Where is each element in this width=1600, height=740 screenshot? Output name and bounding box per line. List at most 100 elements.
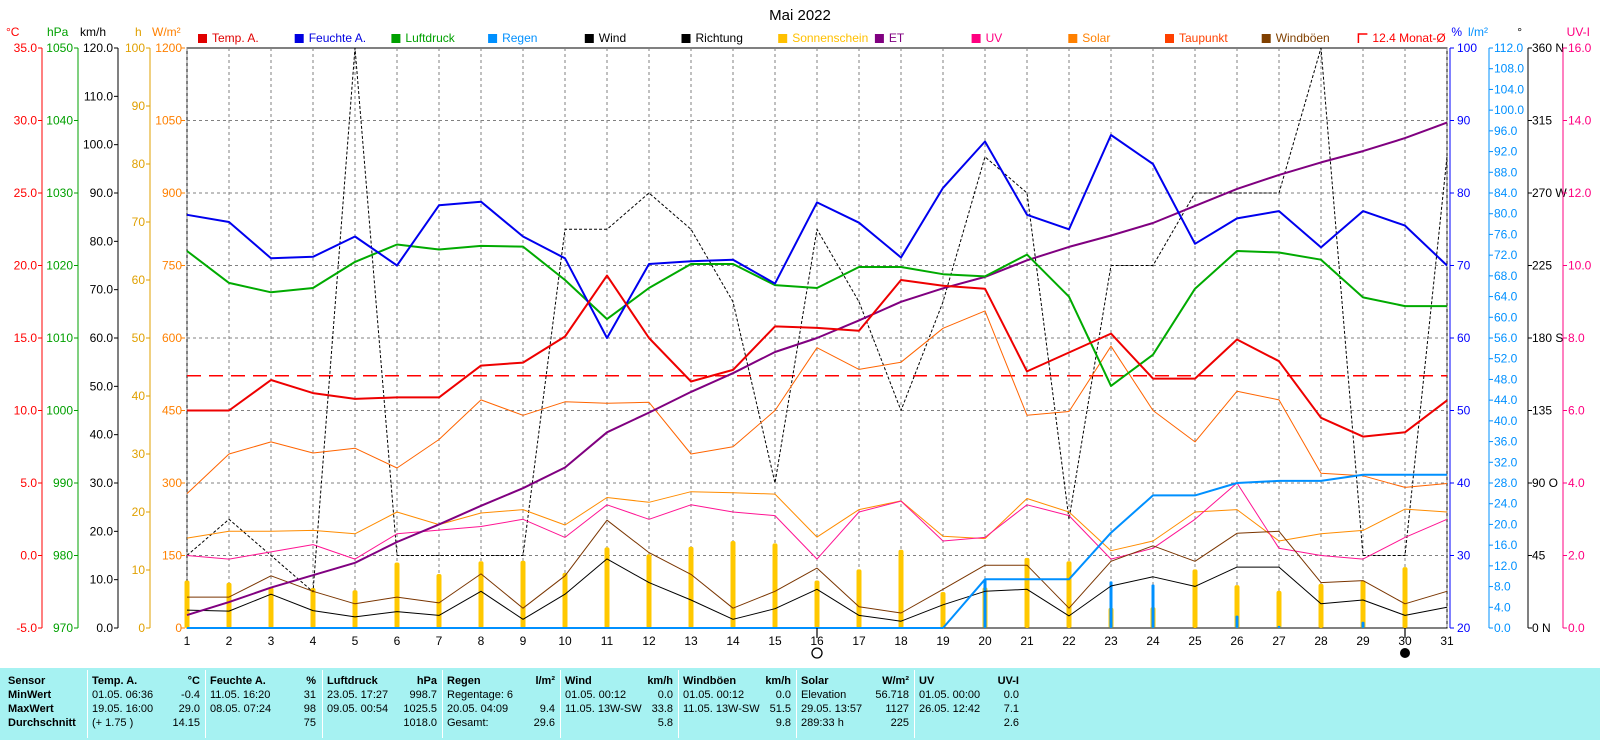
uv-tick-label: 14.0 <box>1568 114 1592 128</box>
stats-cell-value: 5.8 <box>657 717 673 729</box>
stats-cell-label: 01.05. 00:12 <box>565 689 627 701</box>
humidity-tick-label: 70 <box>1457 259 1471 273</box>
rain-tick-label: 56.0 <box>1494 331 1518 345</box>
sunshine-tick-label: 60 <box>132 273 146 287</box>
rain-tick-label: 80.0 <box>1494 207 1518 221</box>
x-tick-label: 31 <box>1440 634 1454 648</box>
legend-entry: Luftdruck <box>405 31 455 45</box>
stats-group-title: Temp. A. <box>92 675 138 687</box>
stats-cell-label: 29.05. 13:57 <box>801 703 863 715</box>
solar-tick-label: 600 <box>162 331 182 345</box>
wind-tick-label: 40.0 <box>90 428 114 442</box>
solar-tick-label: 1050 <box>155 114 182 128</box>
temp-tick-label: 25.0 <box>14 186 38 200</box>
stats-group-unit: °C <box>187 675 200 687</box>
sunshine-tick-label: 100 <box>125 41 145 55</box>
uv-tick-label: 8.0 <box>1568 331 1585 345</box>
weather-chart: Mai 2022 Temp. A. Feuchte A. Luftdruck Regen… <box>6 7 1592 659</box>
stats-column-divider <box>322 670 323 738</box>
humidity-tick-label: 20 <box>1457 621 1471 635</box>
sunshine-bar <box>1066 561 1072 628</box>
x-tick-label: 22 <box>1062 634 1076 648</box>
x-tick-label: 8 <box>478 634 485 648</box>
sunshine-bar <box>520 560 526 628</box>
x-tick-label: 16 <box>810 634 824 648</box>
stats-cell-label: 11.05. 13W-SW <box>565 703 642 715</box>
stats-cell-value: 56.718 <box>875 689 909 701</box>
stats-cell-label: Regentage: 6 <box>447 689 514 701</box>
series-line-temp-a <box>187 274 1448 438</box>
wind-tick-label: 10.0 <box>90 573 114 587</box>
wind-tick-label: 60.0 <box>90 331 114 345</box>
legend-entry: 12.4 Monat-Ø <box>1372 31 1445 45</box>
x-tick-label: 18 <box>894 634 908 648</box>
stats-group-title: Luftdruck <box>327 675 378 687</box>
stats-cell-value: 1018.0 <box>403 717 437 729</box>
stats-cell-value: 31 <box>303 689 316 701</box>
rain-tick-label: 12.0 <box>1494 559 1518 573</box>
wind-tick-label: 80.0 <box>90 234 114 248</box>
solar-tick-label: 450 <box>162 404 182 418</box>
rain-tick-label: 60.0 <box>1494 310 1518 324</box>
wind-tick-label: 100.0 <box>83 138 113 152</box>
wind-tick-label: 30.0 <box>90 476 114 490</box>
legend-entry: Sonnenschein <box>792 31 868 45</box>
rain-tick-label: 104.0 <box>1494 82 1524 96</box>
series-line-taupunkt <box>186 491 1448 552</box>
stats-cell-label: Gesamt: <box>447 717 489 729</box>
stats-cell-value: 29.6 <box>533 717 555 729</box>
rain-tick-label: 68.0 <box>1494 269 1518 283</box>
rain-tick-label: 0.0 <box>1494 621 1511 635</box>
stats-group-unit: UV-I <box>997 675 1019 687</box>
sunshine-bar <box>562 572 568 628</box>
temp-tick-label: 20.0 <box>14 259 38 273</box>
uv-axis-unit: UV-I <box>1567 25 1590 39</box>
sunshine-bar <box>478 561 484 628</box>
legend-swatch <box>294 34 304 43</box>
sunshine-tick-label: 10 <box>132 563 146 577</box>
x-tick-label: 13 <box>684 634 698 648</box>
rain-bar <box>1109 581 1113 628</box>
legend-swatch <box>584 34 594 43</box>
rain-bar <box>983 579 987 628</box>
sunshine-bar <box>772 543 778 628</box>
direction-tick-label: 360 N <box>1532 41 1564 55</box>
legend-swatch <box>1165 34 1174 43</box>
x-tick-label: 28 <box>1314 634 1328 648</box>
legend-entry: Taupunkt <box>1179 31 1228 45</box>
sunshine-tick-label: 0 <box>138 621 145 635</box>
uv-tick-label: 10.0 <box>1568 259 1592 273</box>
solar-tick-label: 300 <box>162 476 182 490</box>
rain-tick-label: 28.0 <box>1494 476 1518 490</box>
temp-tick-label: 0.0 <box>20 549 37 563</box>
x-tick-label: 25 <box>1188 634 1202 648</box>
series-line-wind <box>186 558 1448 622</box>
stats-cell-value: 75 <box>303 717 316 729</box>
x-tick-label: 15 <box>768 634 782 648</box>
x-tick-label: 3 <box>268 634 275 648</box>
stats-group-title: UV <box>919 675 935 687</box>
pressure-tick-label: 990 <box>53 476 73 490</box>
pressure-tick-label: 1030 <box>46 186 73 200</box>
rain-bar <box>1277 625 1281 628</box>
pressure-tick-label: 1040 <box>46 114 73 128</box>
rain-tick-label: 8.0 <box>1494 580 1511 594</box>
stats-cell-value: 0.0 <box>657 689 673 701</box>
pressure-tick-label: 1000 <box>46 404 73 418</box>
pressure-tick-label: 1020 <box>46 259 73 273</box>
solar-tick-label: 150 <box>162 549 182 563</box>
stats-cell-label: 289:33 h <box>801 717 844 729</box>
pressure-tick-label: 970 <box>53 621 73 635</box>
humidity-tick-label: 60 <box>1457 331 1471 345</box>
temp-tick-label: 15.0 <box>14 331 38 345</box>
x-tick-label: 20 <box>978 634 992 648</box>
sunshine-bar <box>688 546 694 628</box>
humidity-axis-unit: % <box>1451 25 1462 39</box>
sunshine-bar <box>814 580 820 628</box>
temp-tick-label: 35.0 <box>14 41 38 55</box>
stats-cell-label: 23.05. 17:27 <box>327 689 389 701</box>
legend-entry: UV <box>986 31 1003 45</box>
legend-swatch <box>488 34 498 43</box>
solar-tick-label: 1200 <box>155 41 182 55</box>
wind-tick-label: 120.0 <box>83 41 113 55</box>
